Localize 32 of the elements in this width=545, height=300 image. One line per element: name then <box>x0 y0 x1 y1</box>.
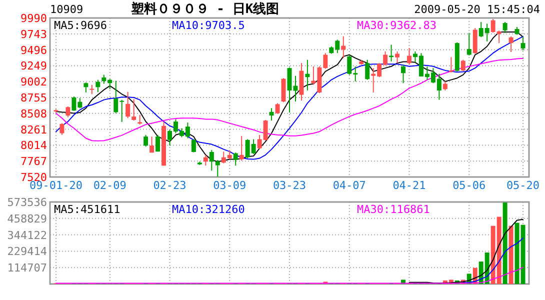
text: MA10:321260 <box>172 203 245 216</box>
y-tick-label: 8014 <box>20 139 48 152</box>
x-tick-label: 02-23 <box>153 179 186 192</box>
x-tick-label: 03-23 <box>272 179 306 192</box>
y-tick-label: 458829 <box>7 212 47 226</box>
chart-title: 塑料０９０９ - 日K线图 <box>130 1 280 17</box>
y-tick-label: 344122 <box>7 228 47 242</box>
y-tick-label: 573536 <box>7 196 47 209</box>
text: MA10:9703.5 <box>172 19 245 32</box>
y-tick-label: 7767 <box>20 155 47 168</box>
y-tick-label: 8508 <box>20 107 47 120</box>
x-tick-label: 02-09 <box>93 179 126 192</box>
x-tick-label: 05-20 <box>506 179 540 192</box>
x-tick-label: 04-21 <box>392 179 426 192</box>
y-tick-label: 8755 <box>20 92 47 104</box>
y-tick-label: 8261 <box>20 123 47 136</box>
y-tick-label: 9249 <box>20 60 47 73</box>
y-tick-label: 9743 <box>20 28 47 41</box>
x-tick-label: 04-07 <box>332 179 366 192</box>
y-tick-label: 9990 <box>20 12 47 25</box>
text: MA30:9362.83 <box>357 19 436 32</box>
y-tick-label: 229414 <box>7 245 48 258</box>
text: 2009-05-20 15:45:04 <box>414 3 540 16</box>
y-tick-label: 114707 <box>7 262 47 275</box>
text: 10909 <box>50 3 84 16</box>
text: MA30:116861 <box>357 203 430 216</box>
y-tick-label: 9002 <box>20 76 47 89</box>
x-tick-label: 05-06 <box>452 179 486 192</box>
text: MA5:451611 <box>54 203 120 216</box>
x-tick-label: 03-09 <box>213 179 246 192</box>
y-tick-label: 9496 <box>20 44 47 57</box>
text: MA5:9696 <box>54 19 107 32</box>
